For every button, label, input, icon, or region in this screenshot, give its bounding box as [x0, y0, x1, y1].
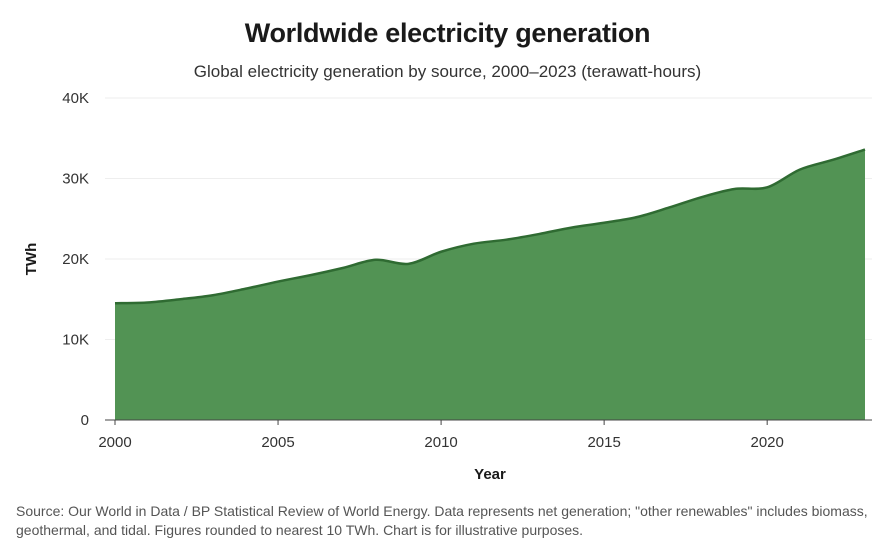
series-line [114, 148, 866, 305]
axes: 0 10K 20K 30K 40K 2000 2005 2010 2015 2020 [62, 90, 872, 451]
x-tick-label: 2010 [424, 434, 457, 451]
area-series [114, 148, 866, 420]
y-tick-label: 10K [62, 332, 89, 349]
area-chart: 0 10K 20K 30K 40K 2000 2005 2010 2015 2020 Year T… [23, 90, 872, 483]
x-tick-label: 2000 [98, 434, 131, 451]
y-tick-label: 40K [62, 90, 89, 107]
y-tick-label: 0 [81, 412, 89, 429]
x-tick-label: 2020 [750, 434, 783, 451]
chart-title: Worldwide electricity generation [244, 18, 651, 48]
y-tick-label: 20K [62, 251, 89, 268]
y-tick-label: 30K [62, 171, 89, 188]
y-axis-title: TWh [23, 243, 40, 275]
x-axis-title: Year [474, 466, 506, 483]
source-note: Source: Our World in Data / BP Statistic… [16, 503, 868, 538]
x-tick-label: 2015 [587, 434, 620, 451]
area-fill [115, 149, 865, 420]
x-tick-label: 2005 [261, 434, 294, 451]
chart-subtitle: Global electricity generation by source,… [193, 62, 702, 81]
